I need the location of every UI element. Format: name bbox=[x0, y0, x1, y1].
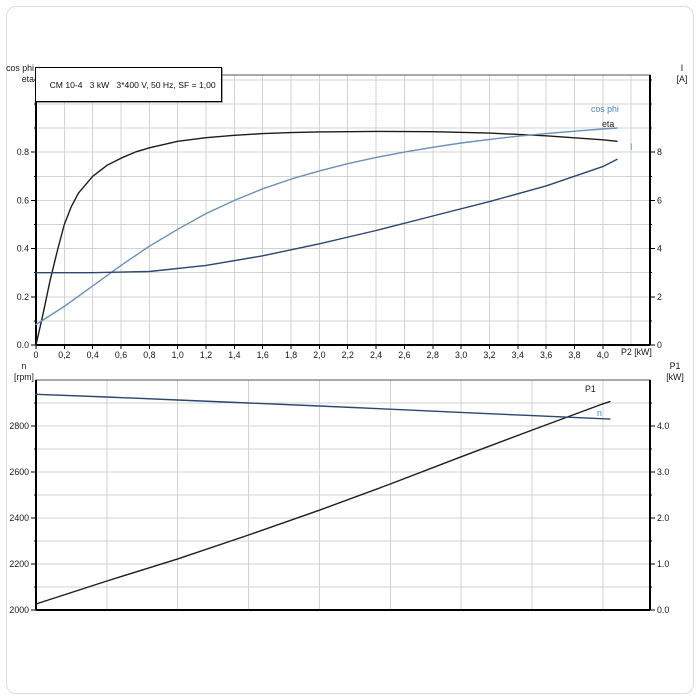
x-tick-label: 2,0 bbox=[313, 350, 325, 360]
y-left-tick-label: 0.0 bbox=[17, 340, 29, 350]
eta-axis-label: eta bbox=[21, 73, 34, 84]
power-axis-title: P1 [kW] bbox=[662, 361, 688, 382]
x-tick-label: 4,0 bbox=[597, 350, 609, 360]
y-right-tick-label: 0 bbox=[657, 340, 662, 350]
y-left-tick-label: 2800 bbox=[9, 421, 29, 431]
x-tick-label: 0,4 bbox=[87, 350, 99, 360]
x-tick-label: 3,6 bbox=[540, 350, 552, 360]
y-right-tick-label: 8 bbox=[657, 147, 662, 157]
y-left-tick-label: 2600 bbox=[9, 467, 29, 477]
plot-border bbox=[35, 74, 651, 346]
top-left-axis-title: cos phi eta bbox=[6, 63, 34, 84]
x-tick-label: 1,6 bbox=[257, 350, 269, 360]
series-eta-curve bbox=[35, 130, 618, 346]
y-right-tick-label: 2 bbox=[657, 292, 662, 302]
y-left-tick-label: 0.6 bbox=[17, 195, 29, 205]
speed-axis-title: n [rpm] bbox=[14, 361, 34, 382]
y-right-tick-label: 0.0 bbox=[657, 605, 669, 615]
speed-axis-unit: [rpm] bbox=[13, 371, 34, 382]
power-axis-symbol: P1 bbox=[669, 361, 681, 371]
x-tick-label: 1,0 bbox=[172, 350, 184, 360]
y-left-tick-label: 2200 bbox=[9, 559, 29, 569]
x-tick-label: 1,4 bbox=[228, 350, 240, 360]
x-tick-label: 2,2 bbox=[342, 350, 354, 360]
series-n-curve bbox=[35, 393, 611, 420]
x-tick-label: 0,2 bbox=[58, 350, 70, 360]
x-tick-label: 2,8 bbox=[427, 350, 439, 360]
y-right-tick-label: 4.0 bbox=[657, 421, 669, 431]
x-axis-title: P2 [kW] bbox=[621, 347, 652, 357]
power-axis-unit: [kW] bbox=[666, 371, 684, 382]
x-tick-label: 1,2 bbox=[200, 350, 212, 360]
chart-0: 0.0 0.2 0.4 0.6 0.8 0 2 4 6 8 0 0,2 0,4 0,6 0,8 1,0 1,2 1… bbox=[17, 74, 662, 360]
y-left-tick-label: 2000 bbox=[9, 605, 29, 615]
x-tick-label: 3,0 bbox=[455, 350, 467, 360]
chart-title-box: CM 10-4 3 kW 3*400 V, 50 Hz, SF = 1,00 bbox=[35, 67, 222, 102]
chart-title: CM 10-4 3 kW 3*400 V, 50 Hz, SF = 1,00 bbox=[49, 80, 216, 90]
speed-axis-symbol: n bbox=[21, 361, 27, 371]
eta-curve-label: eta bbox=[602, 119, 615, 129]
x-tick-label: 0,8 bbox=[143, 350, 155, 360]
y-left-tick-label: 0.2 bbox=[17, 292, 29, 302]
x-tick-label: 1,8 bbox=[285, 350, 297, 360]
series-I-curve bbox=[35, 158, 618, 274]
x-tick-label: 0 bbox=[34, 350, 39, 360]
chart-1: 2000 2200 2400 2600 2800 0.0 1.0 2.0 3.0 4.0 bbox=[9, 379, 669, 615]
y-left-tick-label: 2400 bbox=[9, 513, 29, 523]
cos-phi-curve-label: cos phi bbox=[591, 104, 619, 114]
current-axis-symbol: I bbox=[680, 63, 684, 73]
y-right-tick-label: 1.0 bbox=[657, 559, 669, 569]
y-right-tick-label: 3.0 bbox=[657, 467, 669, 477]
x-tick-label: 2,6 bbox=[398, 350, 410, 360]
cos-phi-axis-label: cos phi bbox=[6, 63, 34, 73]
x-tick-label: 0,6 bbox=[115, 350, 127, 360]
series-cos_phi-curve bbox=[35, 127, 618, 326]
x-tick-label: 3,4 bbox=[512, 350, 524, 360]
x-tick-label: 3,8 bbox=[568, 350, 580, 360]
y-right-tick-label: 6 bbox=[657, 195, 662, 205]
current-axis-title: I [A] bbox=[671, 63, 693, 84]
y-right-tick-label: 2.0 bbox=[657, 513, 669, 523]
series-P1-curve bbox=[35, 400, 611, 605]
y-left-tick-label: 0.8 bbox=[17, 147, 29, 157]
p1-curve-label: P1 bbox=[585, 384, 596, 394]
current-axis-unit: [A] bbox=[676, 73, 688, 84]
speed-curve-label: n bbox=[597, 408, 602, 418]
current-curve-label: I bbox=[630, 142, 633, 152]
y-right-tick-label: 4 bbox=[657, 244, 662, 254]
y-left-tick-label: 0.4 bbox=[17, 244, 29, 254]
x-tick-label: 3,2 bbox=[483, 350, 495, 360]
x-tick-label: 2,4 bbox=[370, 350, 382, 360]
